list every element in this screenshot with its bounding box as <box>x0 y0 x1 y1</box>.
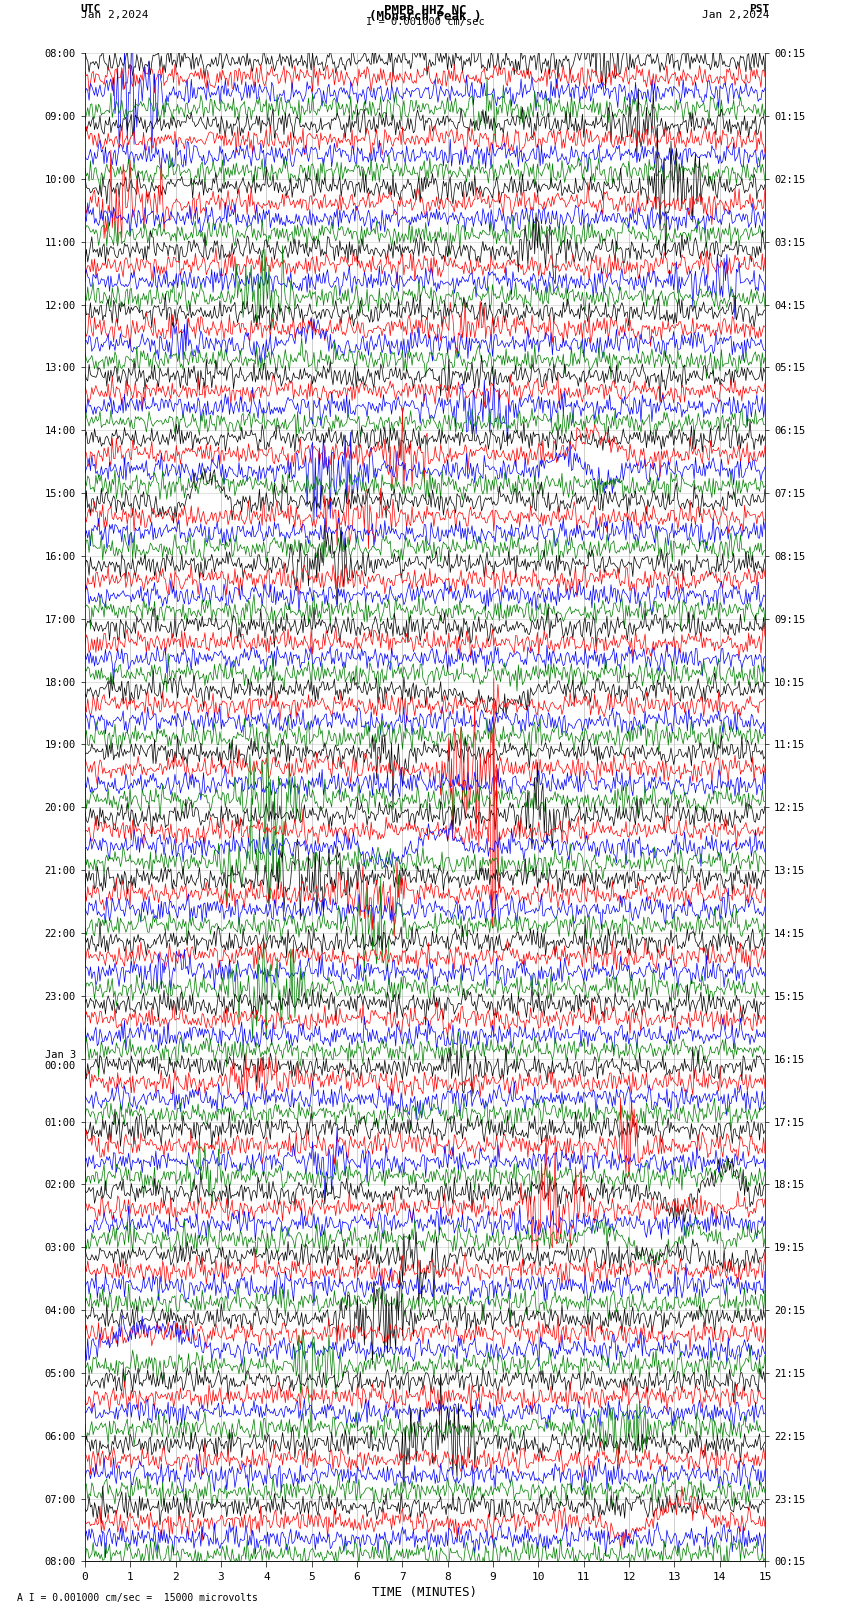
Text: PST: PST <box>749 5 769 15</box>
Text: PMPB HHZ NC: PMPB HHZ NC <box>383 5 467 18</box>
Text: Jan 2,2024: Jan 2,2024 <box>81 11 148 21</box>
Text: I = 0.001000 cm/sec: I = 0.001000 cm/sec <box>366 18 484 27</box>
Text: Jan 2,2024: Jan 2,2024 <box>702 11 769 21</box>
X-axis label: TIME (MINUTES): TIME (MINUTES) <box>372 1586 478 1598</box>
Text: UTC: UTC <box>81 5 101 15</box>
Text: (Monarch Peak ): (Monarch Peak ) <box>369 11 481 24</box>
Text: A I = 0.001000 cm/sec =  15000 microvolts: A I = 0.001000 cm/sec = 15000 microvolts <box>17 1594 258 1603</box>
